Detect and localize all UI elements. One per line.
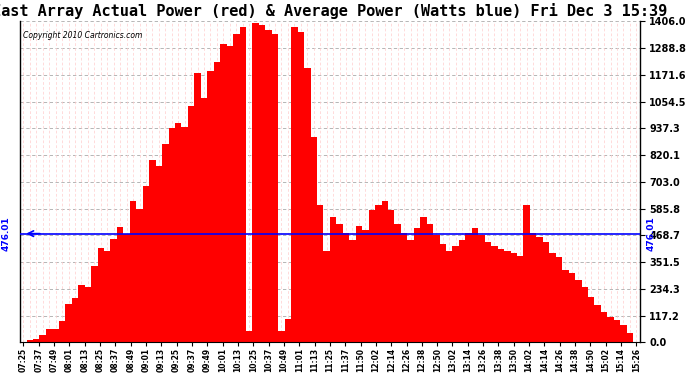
Bar [297, 32, 304, 342]
Bar [355, 226, 362, 342]
Bar [382, 201, 388, 342]
Bar [195, 73, 201, 342]
Bar [375, 206, 382, 342]
Bar [214, 62, 220, 342]
Bar [407, 240, 414, 342]
Bar [601, 312, 607, 342]
Bar [52, 329, 59, 342]
Bar [401, 233, 407, 342]
Bar [620, 326, 627, 342]
Bar [343, 233, 349, 342]
Bar [59, 321, 66, 342]
Bar [446, 251, 453, 342]
Bar [220, 44, 226, 342]
Bar [278, 331, 285, 342]
Bar [175, 123, 181, 342]
Bar [491, 246, 497, 342]
Bar [149, 160, 156, 342]
Bar [426, 224, 433, 342]
Bar [607, 317, 614, 342]
Bar [324, 251, 330, 342]
Text: 476.01: 476.01 [646, 216, 655, 251]
Bar [239, 27, 246, 342]
Bar [66, 304, 72, 342]
Bar [246, 331, 253, 342]
Bar [97, 248, 104, 342]
Bar [595, 305, 601, 342]
Bar [266, 30, 272, 342]
Bar [549, 253, 555, 342]
Bar [517, 255, 524, 342]
Bar [72, 298, 78, 342]
Bar [130, 201, 137, 342]
Bar [104, 251, 110, 342]
Bar [433, 235, 440, 342]
Bar [137, 209, 143, 342]
Bar [614, 320, 620, 342]
Bar [478, 235, 485, 342]
Bar [555, 256, 562, 342]
Bar [485, 242, 491, 342]
Bar [569, 273, 575, 342]
Bar [310, 137, 317, 342]
Bar [588, 297, 595, 342]
Bar [459, 240, 465, 342]
Bar [181, 126, 188, 342]
Bar [168, 128, 175, 342]
Bar [291, 27, 297, 342]
Bar [226, 45, 233, 342]
Bar [110, 239, 117, 342]
Bar [253, 23, 259, 342]
Bar [188, 106, 195, 342]
Bar [582, 287, 588, 342]
Bar [562, 270, 569, 342]
Bar [536, 237, 543, 342]
Bar [259, 25, 266, 342]
Bar [395, 224, 401, 342]
Bar [511, 253, 517, 342]
Bar [349, 240, 355, 342]
Bar [530, 233, 536, 342]
Bar [362, 230, 368, 342]
Bar [272, 34, 278, 342]
Bar [497, 249, 504, 342]
Bar [465, 233, 472, 342]
Bar [575, 280, 582, 342]
Bar [388, 210, 395, 342]
Bar [504, 251, 511, 342]
Bar [368, 210, 375, 342]
Bar [39, 336, 46, 342]
Bar [524, 206, 530, 342]
Bar [78, 285, 85, 342]
Bar [207, 71, 214, 342]
Bar [414, 228, 420, 342]
Bar [304, 68, 310, 342]
Bar [162, 144, 168, 342]
Bar [543, 242, 549, 342]
Title: East Array Actual Power (red) & Average Power (Watts blue) Fri Dec 3 15:39: East Array Actual Power (red) & Average … [0, 3, 667, 19]
Bar [117, 226, 124, 342]
Bar [317, 206, 324, 342]
Bar [420, 217, 426, 342]
Text: 476.01: 476.01 [1, 216, 10, 251]
Bar [91, 266, 97, 342]
Bar [85, 287, 91, 342]
Bar [124, 234, 130, 342]
Bar [46, 328, 52, 342]
Bar [330, 217, 336, 342]
Bar [285, 320, 291, 342]
Bar [453, 246, 459, 342]
Bar [201, 98, 207, 342]
Bar [156, 166, 162, 342]
Bar [336, 224, 343, 342]
Bar [472, 228, 478, 342]
Bar [33, 339, 39, 342]
Text: Copyright 2010 Cartronics.com: Copyright 2010 Cartronics.com [23, 31, 143, 40]
Bar [27, 340, 33, 342]
Bar [233, 34, 239, 342]
Bar [627, 333, 633, 342]
Bar [440, 244, 446, 342]
Bar [143, 186, 149, 342]
